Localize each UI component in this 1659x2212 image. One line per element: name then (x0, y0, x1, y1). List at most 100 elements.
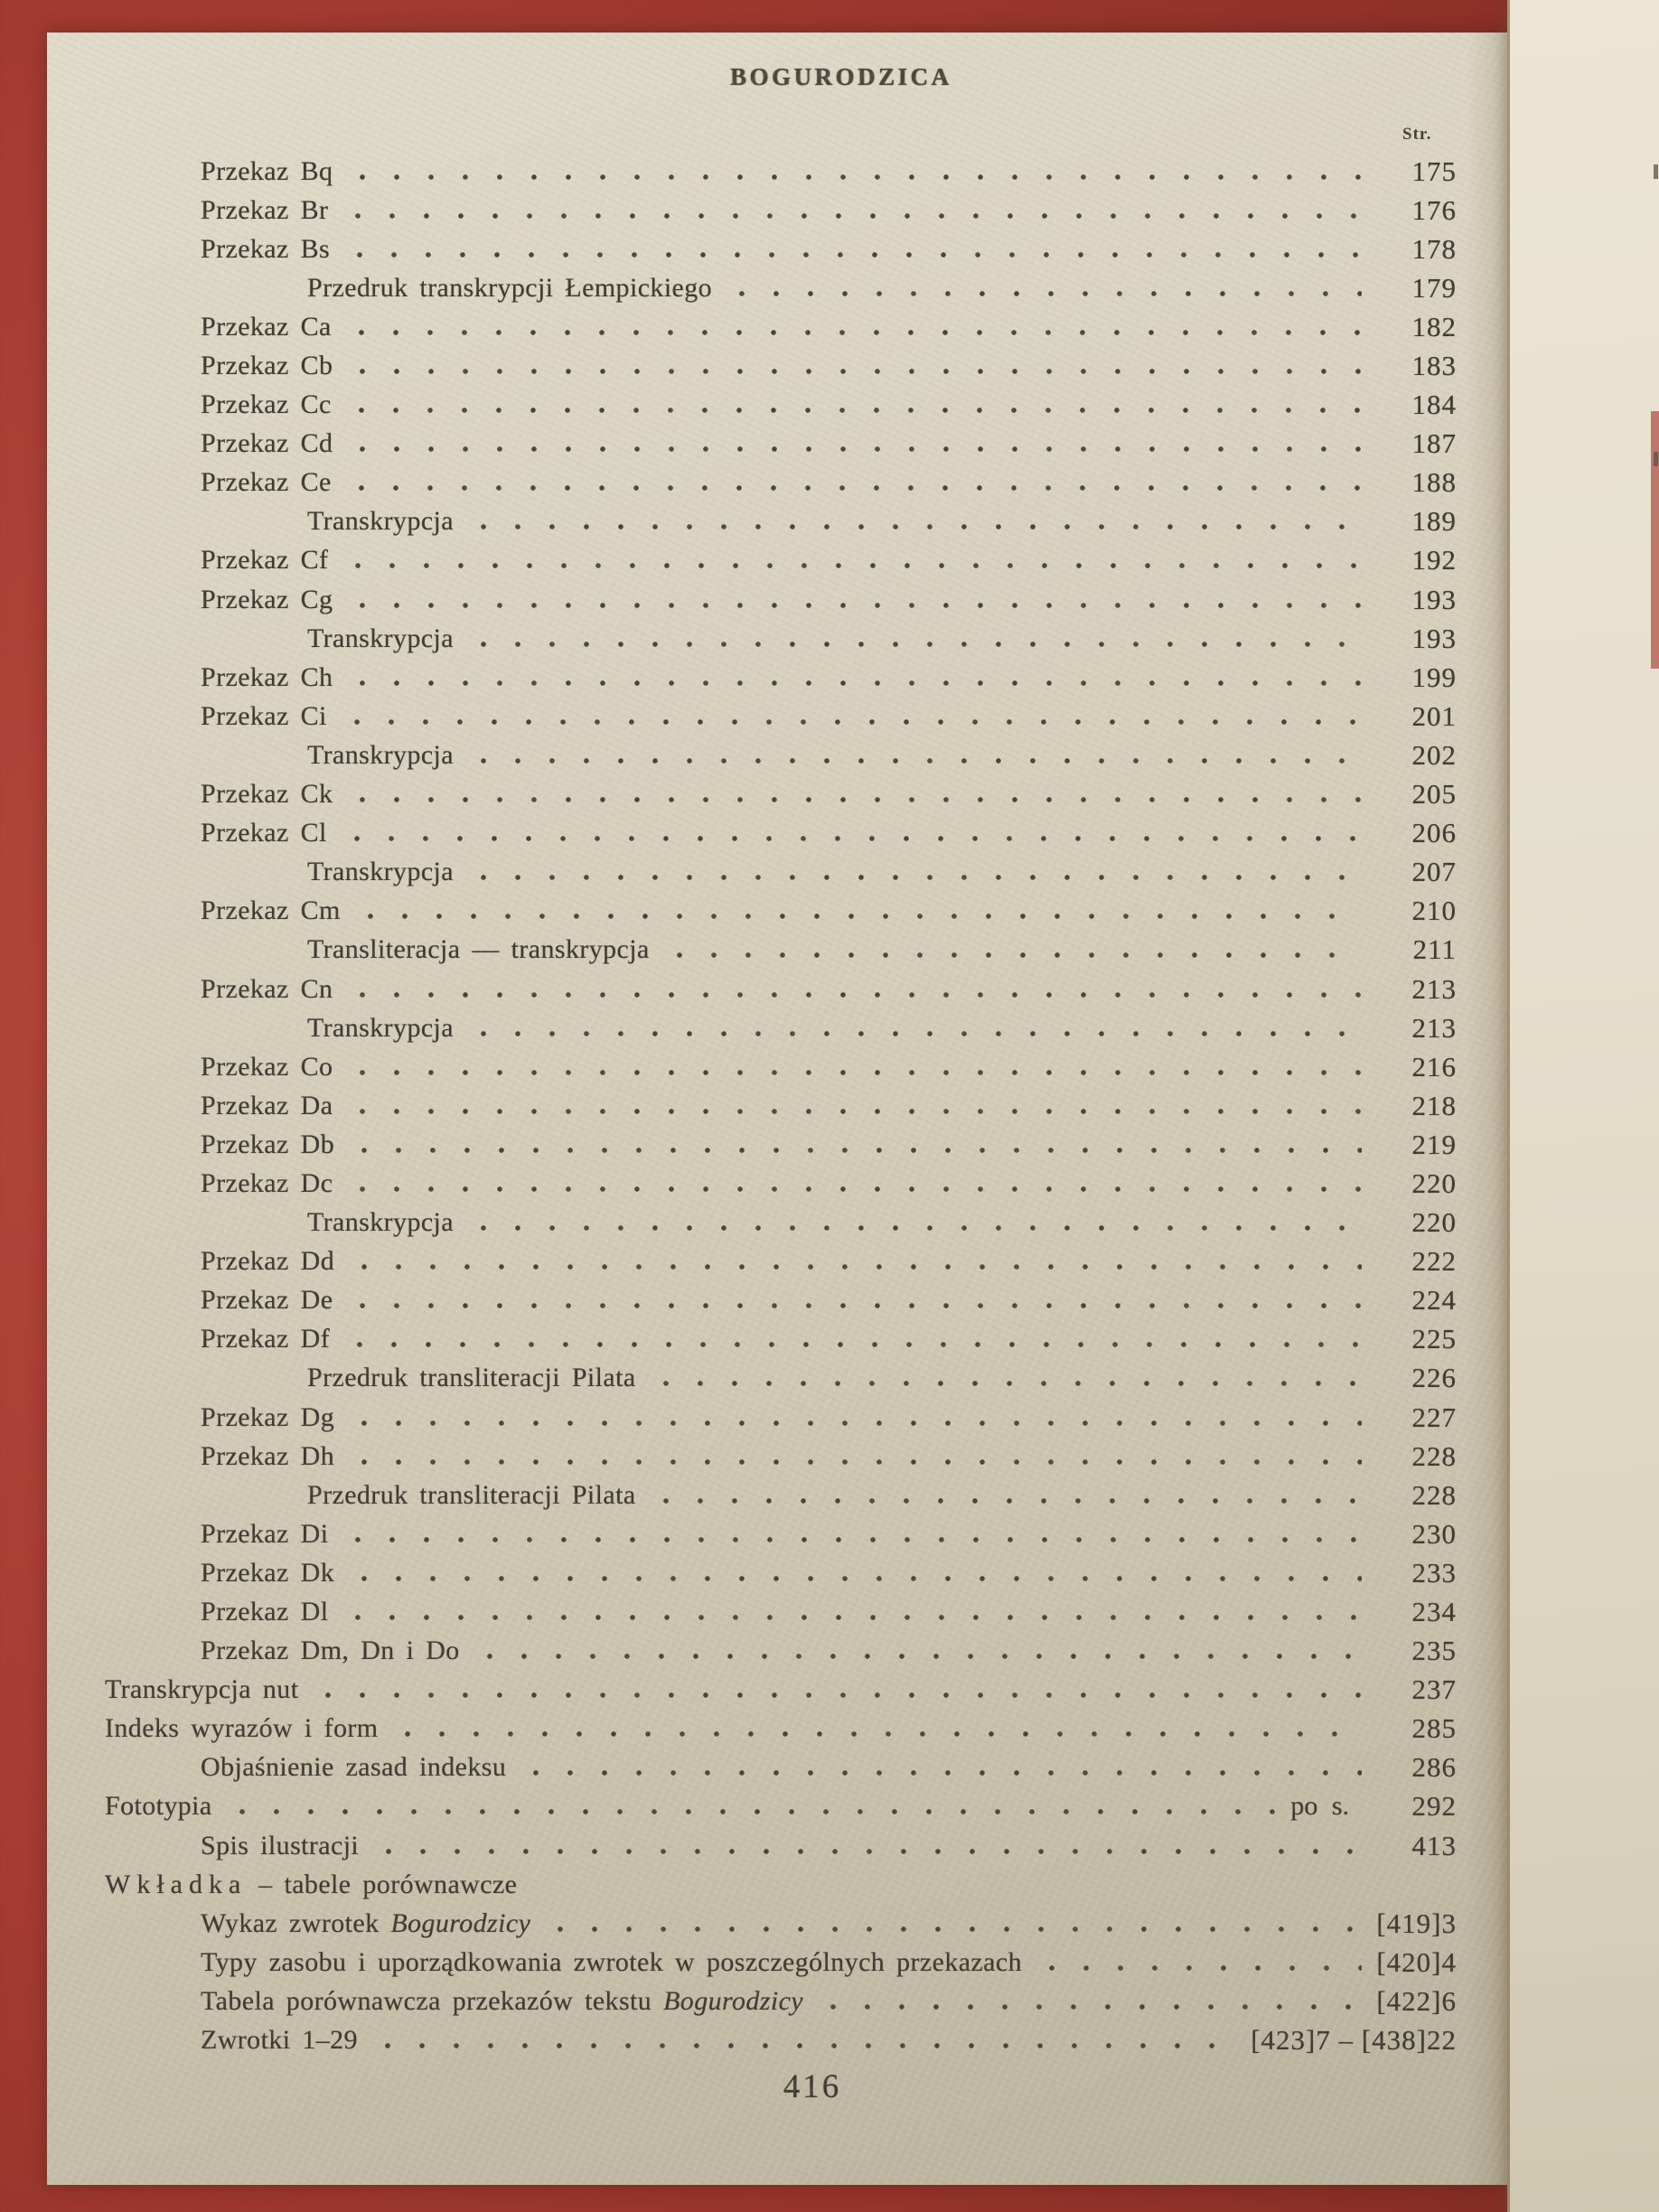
dot-leader (355, 1341, 1362, 1351)
toc-entry-label: Typy zasobu i uporządkowania zwrotek w p… (201, 1947, 1022, 1978)
toc-row: Przekaz Df 225 (47, 1320, 1507, 1359)
toc-entry-text: Przekaz Dh (201, 1440, 335, 1471)
toc-entry-text: Przekaz Df (201, 1324, 331, 1354)
page-number: 202 (1411, 738, 1457, 771)
toc-entry-text: Przekaz Cb (201, 351, 333, 381)
dot-leader (358, 796, 1362, 806)
toc-entry-text: Przekaz Ca (201, 311, 332, 342)
toc-entry-text: Przekaz Db (201, 1129, 335, 1159)
toc-entry-label: Przekaz Dm, Dn i Do (201, 1636, 460, 1666)
dot-leader (358, 1107, 1362, 1117)
toc-row: Typy zasobu i uporządkowania zwrotek w p… (47, 1943, 1507, 1982)
toc-row: Przekaz Dk 233 (47, 1553, 1507, 1592)
toc-entry-label: Przekaz Dc (201, 1168, 333, 1199)
page-column-header: Str. (1402, 125, 1432, 144)
page-number: 184 (1411, 389, 1457, 421)
toc-row: Przekaz Cf 192 (47, 541, 1507, 580)
page-number: 285 (1411, 1712, 1457, 1745)
page-number: 179 (1411, 271, 1457, 304)
dot-leader (661, 1380, 1362, 1390)
dot-leader (479, 1029, 1362, 1039)
dot-leader (360, 1146, 1362, 1156)
dot-leader (351, 717, 1362, 727)
toc-entry-label: Przekaz Dh (201, 1441, 334, 1472)
page-number: 201 (1411, 699, 1457, 732)
dot-leader (358, 173, 1362, 183)
dot-leader (353, 1535, 1362, 1545)
page-number: 216 (1411, 1050, 1457, 1083)
folio-page-number: 416 (783, 2068, 842, 2105)
toc-entry-text: Przekaz Cf (201, 545, 329, 576)
page-ref-prefix: po s. (1290, 1791, 1349, 1822)
toc-entry-text: Przekaz Di (201, 1518, 329, 1549)
dot-leader (323, 1692, 1362, 1701)
toc-entry-text: Transliteracja — transkrypcja (307, 934, 650, 965)
page-number: 213 (1411, 1011, 1457, 1044)
toc-row: Przekaz Ce 188 (47, 464, 1507, 502)
toc-row: Przekaz Dh 228 (47, 1437, 1507, 1476)
toc-row: Przekaz Cn 213 (47, 970, 1507, 1008)
toc-entry-label: Indeks wyrazów i form (105, 1713, 378, 1744)
toc-entry-label: Transliteracja — transkrypcja (307, 934, 650, 965)
toc-entry-text: Transkrypcja (307, 506, 455, 537)
toc-entry-label: Transkrypcja (307, 740, 454, 771)
page-number: 234 (1411, 1596, 1457, 1628)
toc-entry-text: Przekaz Dc (201, 1167, 333, 1198)
page-number: 227 (1411, 1401, 1457, 1433)
toc-entry-text: Wkładka (105, 1869, 248, 1899)
toc-entry-label: Transkrypcja (307, 506, 454, 537)
toc-entry-label: Przekaz Cf (201, 545, 328, 576)
toc-row: Objaśnienie zasad indeksu 286 (47, 1748, 1507, 1787)
dot-leader (356, 484, 1362, 494)
toc-entry-label: Przekaz Co (201, 1052, 333, 1083)
toc-entry-text: Przekaz Dl (201, 1597, 329, 1627)
toc-entry-text: Przedruk transliteracji Pilata (307, 1363, 636, 1393)
page-number: 206 (1411, 817, 1457, 849)
toc-entry-label: Zwrotki 1–29 (201, 2025, 358, 2056)
toc-row: Transkrypcja 207 (47, 853, 1507, 892)
toc-entry-label: Transkrypcja nut (105, 1674, 298, 1705)
toc-row: Przekaz Ck 205 (47, 775, 1507, 814)
toc-entry-text: Tabela porównawcza przekazów tekstu (201, 1985, 664, 2016)
toc-entry-label: Przekaz Cm (201, 895, 341, 926)
dot-leader (479, 756, 1362, 766)
page-number: 237 (1411, 1673, 1457, 1706)
page-number: 292 (1411, 1790, 1457, 1823)
page-number: 226 (1411, 1362, 1457, 1394)
dot-leader (556, 1925, 1362, 1935)
toc-row: Przekaz Co 216 (47, 1047, 1507, 1086)
toc-entry-label: Przekaz Ck (201, 779, 333, 810)
dot-leader (237, 1808, 1282, 1818)
dot-leader (356, 407, 1362, 417)
dot-leader (360, 1457, 1362, 1467)
dot-leader (355, 250, 1362, 260)
toc-entry-text: Przekaz Dm, Dn i Do (201, 1636, 460, 1666)
page-number: 176 (1411, 193, 1457, 226)
toc-row: Przekaz Bs 178 (47, 230, 1507, 268)
dot-leader (382, 2042, 1242, 2052)
dot-leader (360, 1419, 1362, 1429)
toc-row: Tabela porównawcza przekazów tekstu Bogu… (47, 1982, 1507, 2020)
page-number: 233 (1411, 1556, 1457, 1589)
toc-entry-label: Przekaz Ce (201, 467, 332, 498)
toc-row: Transkrypcja 202 (47, 736, 1507, 774)
toc-entry-text: Bogurodzicy (663, 1985, 804, 2016)
toc-entry-label: Przekaz Dd (201, 1246, 334, 1277)
toc-entry-text: Przekaz Ch (201, 661, 333, 692)
page-number: 235 (1411, 1635, 1457, 1667)
toc-entry-text: Przekaz Dk (201, 1557, 335, 1588)
toc-entry-label: Transkrypcja (307, 1013, 454, 1044)
dot-leader (358, 601, 1362, 611)
toc-entry-label: Transkrypcja (307, 1207, 454, 1238)
dot-leader (479, 640, 1362, 650)
toc-entry-text: Przekaz Cn (201, 973, 333, 1004)
toc-entry-text: Typy zasobu i uporządkowania zwrotek w p… (201, 1946, 1022, 1977)
page-number: 222 (1411, 1245, 1457, 1278)
page-number: 211 (1412, 933, 1457, 966)
toc-entry-label: Przekaz Cd (201, 428, 333, 459)
dot-leader (360, 1574, 1362, 1584)
toc-row: Zwrotki 1–29 [423]7 – [438]22 (47, 2021, 1507, 2060)
toc-row: Wkładka – tabele porównawcze (47, 1865, 1507, 1904)
toc-row: Przekaz Dc 220 (47, 1164, 1507, 1203)
dot-leader (1046, 1964, 1362, 1973)
